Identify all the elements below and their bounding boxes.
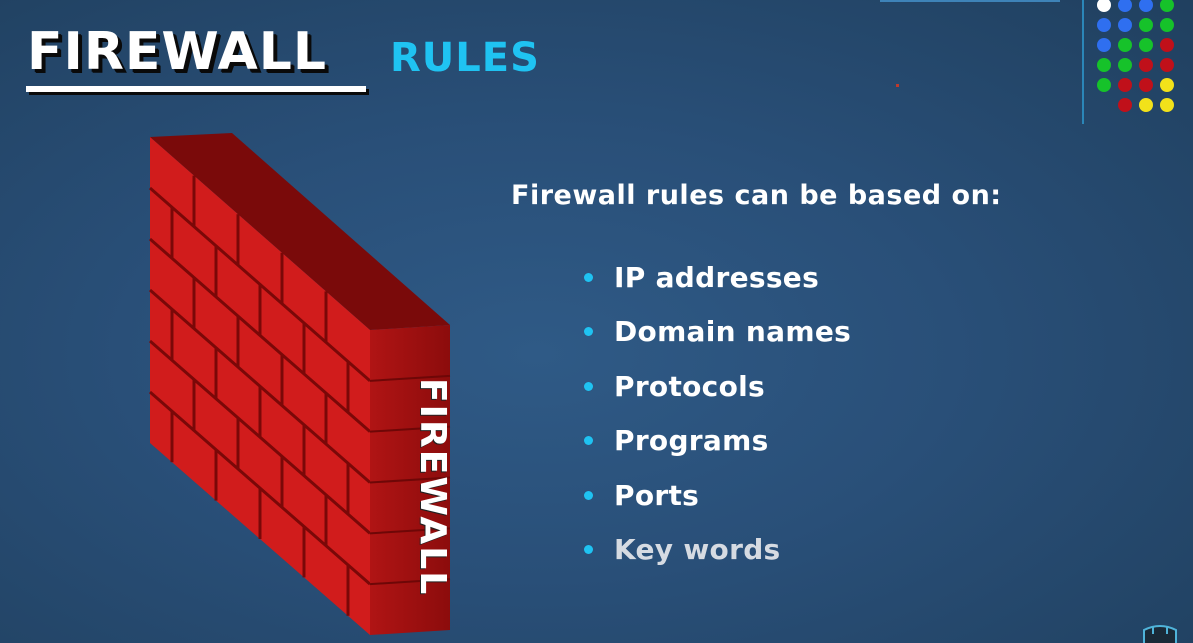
dot-green — [1118, 38, 1132, 52]
dot-blue — [1139, 0, 1153, 12]
dot-red — [1160, 58, 1174, 72]
wall-label: FIREWALL — [412, 378, 453, 597]
dot-yellow — [1160, 78, 1174, 92]
dot-yellow — [1139, 98, 1153, 112]
bullet-text: Programs — [614, 424, 769, 458]
dot-green — [1097, 58, 1111, 72]
slide-subtitle: RULES — [390, 35, 540, 81]
dot-blue — [1097, 38, 1111, 52]
dot-green — [1118, 58, 1132, 72]
dot-green — [1139, 18, 1153, 32]
dot-green — [1097, 78, 1111, 92]
dot-red — [1139, 78, 1153, 92]
dot-green — [1160, 0, 1174, 12]
bullet-list: IP addresses Domain names Protocols Prog… — [584, 250, 851, 577]
bullet-text: Domain names — [614, 315, 852, 349]
logo-fragment-icon — [1143, 625, 1177, 643]
dot-red — [1118, 98, 1132, 112]
dot-green — [1160, 18, 1174, 32]
list-item: Ports — [584, 468, 851, 523]
bullet-icon — [584, 545, 593, 555]
bullet-icon — [584, 272, 593, 282]
dot-red — [1139, 58, 1153, 72]
list-item: Domain names — [584, 305, 851, 360]
dot-white — [1097, 0, 1111, 12]
top-rule-decoration — [880, 0, 1060, 2]
dot-red — [1118, 78, 1132, 92]
bullet-text: Protocols — [614, 369, 765, 403]
list-item: Protocols — [584, 359, 851, 414]
bullet-icon — [584, 490, 593, 500]
bullet-icon — [584, 381, 593, 391]
slide-title: FIREWALL — [27, 22, 327, 82]
list-item: Key words — [584, 523, 851, 578]
dot-blue — [1118, 18, 1132, 32]
intro-text: Firewall rules can be based on: — [511, 180, 1002, 211]
bullet-text: IP addresses — [614, 260, 820, 294]
dot-yellow — [1160, 98, 1174, 112]
bullet-icon — [584, 327, 593, 337]
dot-grid-divider — [1082, 0, 1084, 124]
dot-red — [1160, 38, 1174, 52]
brick-wall-illustration — [149, 133, 451, 635]
dot-grid-decoration — [1097, 0, 1181, 116]
list-item: Programs — [584, 414, 851, 469]
bullet-text: Key words — [614, 533, 781, 567]
dot-blue — [1118, 0, 1132, 12]
bullet-icon — [584, 436, 593, 446]
bullet-text: Ports — [614, 478, 700, 512]
dot-blue — [1097, 18, 1111, 32]
dot-green — [1139, 38, 1153, 52]
title-underline — [26, 86, 366, 92]
red-speck-decoration — [896, 84, 899, 87]
list-item: IP addresses — [584, 250, 851, 305]
